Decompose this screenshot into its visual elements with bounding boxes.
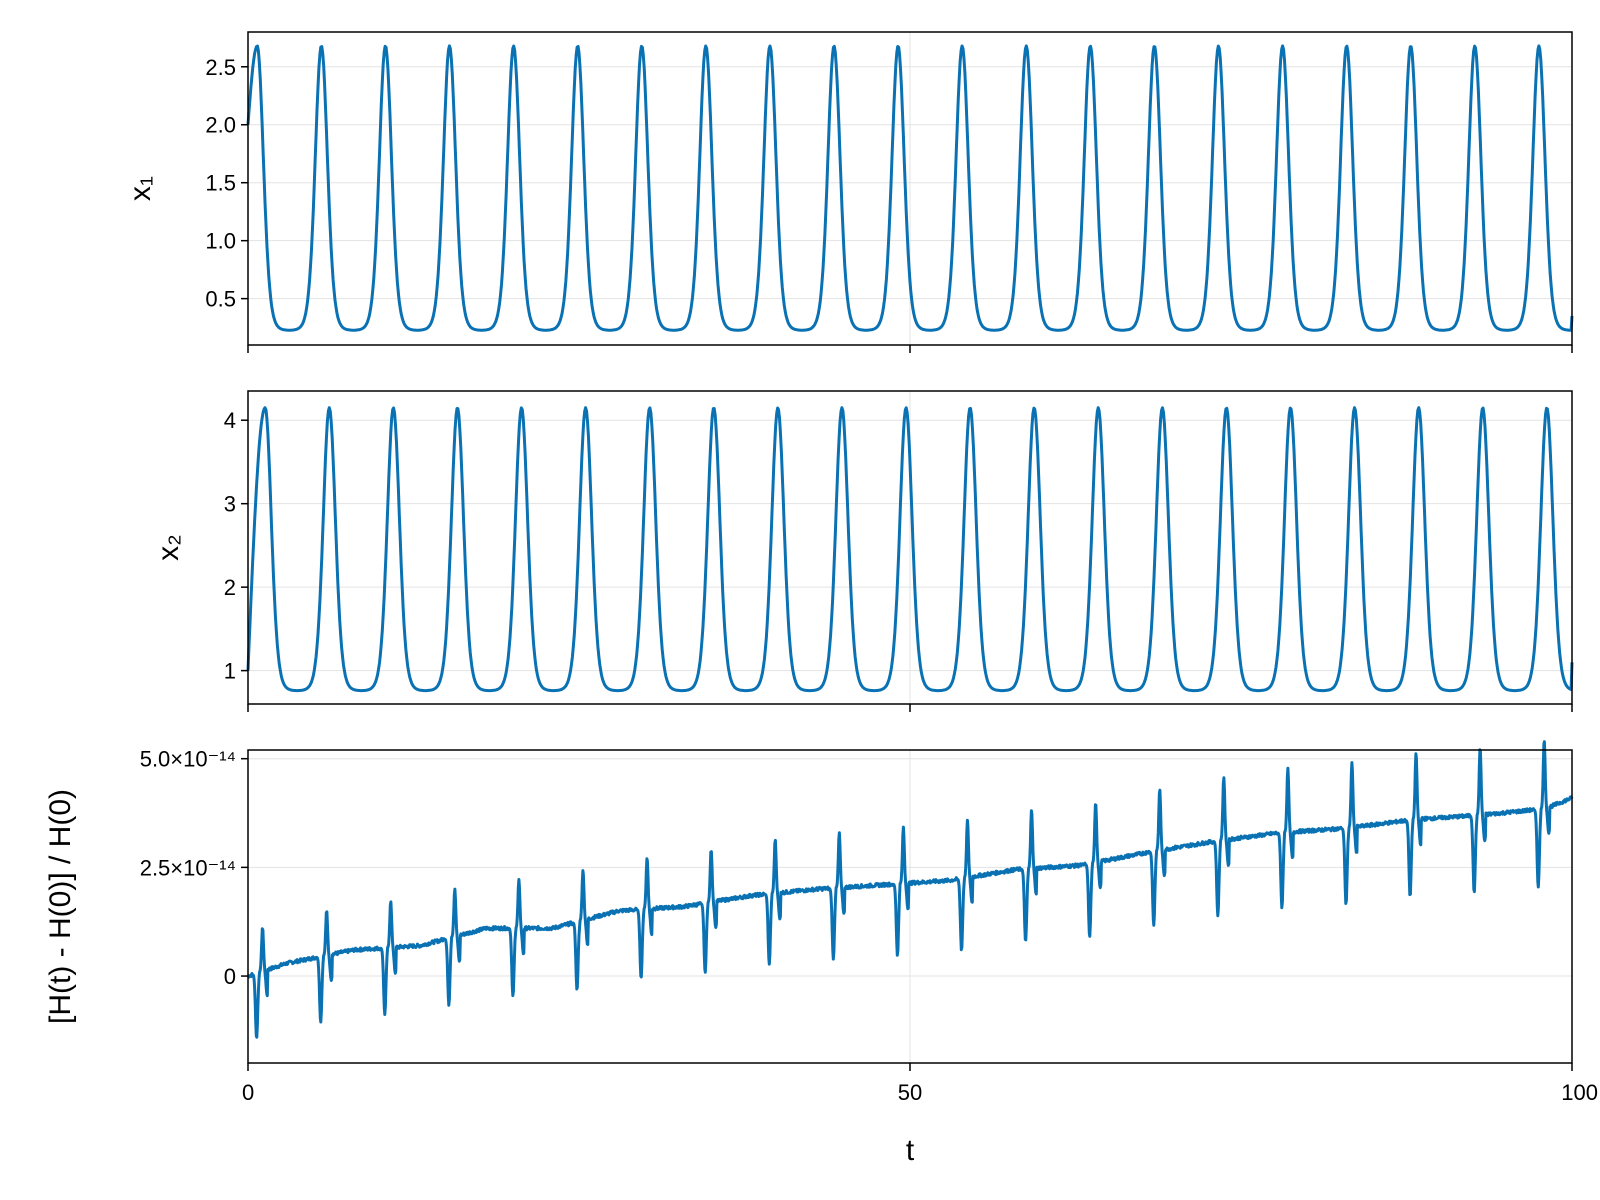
y-tick-label: 2.5 — [205, 55, 236, 80]
panel-energy-error: 0 2.5×10⁻¹⁴ 5.0×10⁻¹⁴ [H(t) - H(0)] / H(0) — [44, 740, 1574, 1071]
series-line — [247, 740, 1574, 1039]
y-tick-label: 1.5 — [205, 171, 236, 196]
panel-x2: 1 2 3 4 x₂ — [152, 390, 1574, 712]
y-tick-label: 2.0 — [205, 113, 236, 138]
y-tick-label: 2 — [224, 575, 236, 600]
series-line — [246, 406, 1574, 693]
x-tick-label: 100 — [1561, 1080, 1598, 1105]
series-line — [246, 44, 1574, 332]
x-tick-label: 0 — [242, 1080, 254, 1105]
x-tick-labels: 0 50 100 — [242, 1080, 1598, 1105]
y-tick-label: 1.0 — [205, 229, 236, 254]
y-tick-label: 3 — [224, 492, 236, 517]
y-tick-label: 1 — [224, 659, 236, 684]
y-tick-label: 4 — [224, 408, 236, 433]
panel-x1: 0.5 1.0 1.5 2.0 2.5 x₁ — [124, 31, 1574, 353]
y-tick-label: 5.0×10⁻¹⁴ — [140, 747, 236, 772]
y-tick-label: 0 — [224, 964, 236, 989]
y-axis-title: x₂ — [152, 534, 185, 561]
x-axis-title: t — [906, 1134, 915, 1167]
y-axis-title: [H(t) - H(0)] / H(0) — [44, 789, 77, 1024]
x-tick-label: 50 — [898, 1080, 922, 1105]
y-tick-label: 2.5×10⁻¹⁴ — [140, 855, 236, 880]
y-tick-label: 0.5 — [205, 287, 236, 312]
y-axis-title: x₁ — [124, 176, 157, 201]
